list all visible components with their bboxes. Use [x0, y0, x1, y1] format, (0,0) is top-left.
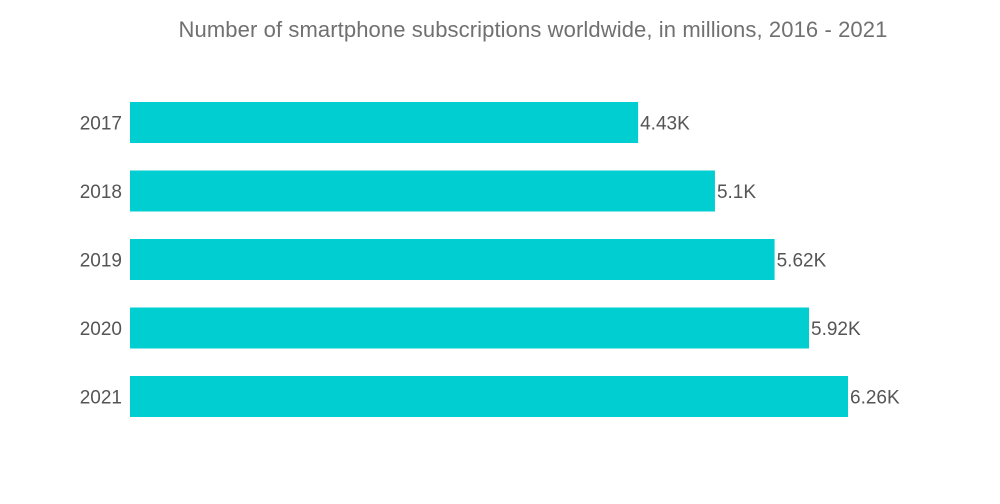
y-tick-label: 2018 [80, 182, 122, 203]
y-tick-label: 2019 [80, 251, 122, 272]
data-label: 5.62K [777, 251, 827, 272]
bar-2020 [130, 307, 810, 349]
data-label: 4.43K [640, 114, 690, 135]
data-label: 5.1K [717, 182, 756, 203]
data-label: 5.92K [811, 319, 861, 340]
bar-2017 [130, 102, 639, 143]
chart-title: Number of smartphone subscriptions world… [178, 17, 888, 42]
data-label: 6.26K [850, 388, 900, 409]
y-tick-label: 2021 [80, 388, 122, 409]
y-tick-label: 2017 [80, 114, 122, 135]
bar-2019 [130, 239, 775, 280]
y-tick-label: 2020 [80, 319, 122, 340]
bar-2018 [130, 170, 715, 212]
bar-2021 [130, 376, 848, 417]
